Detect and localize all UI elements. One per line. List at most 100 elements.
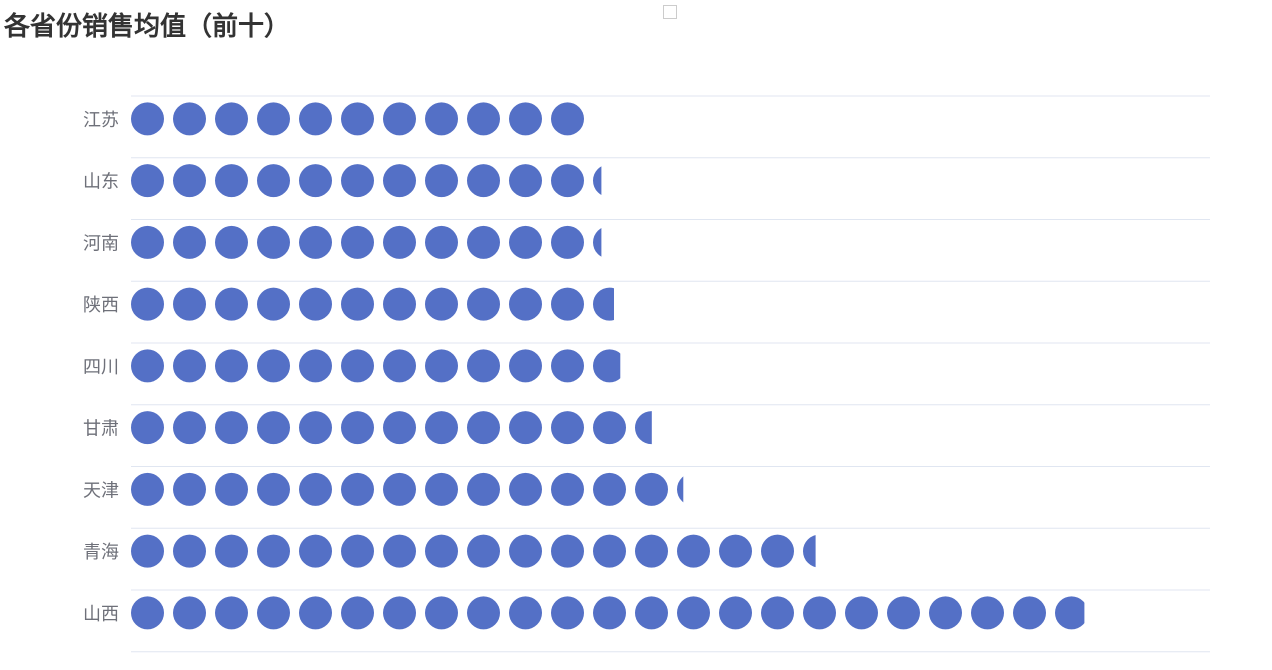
y-axis-label: 河南 [83,233,119,254]
bar-symbol [299,225,332,259]
bar-symbol [593,411,626,445]
bar-symbol [425,472,458,506]
bar-青海[interactable] [131,534,836,568]
bar-symbol [425,349,458,383]
bar-symbol [467,472,500,506]
bar-symbol [467,534,500,568]
bar-symbol [215,164,248,198]
bar-symbol [173,472,206,506]
bar-天津[interactable] [131,472,710,506]
bar-symbol [215,411,248,445]
bar-symbol [803,535,816,568]
bar-symbol [383,472,416,506]
bar-symbol [341,225,374,259]
bar-symbol [845,596,878,630]
bar-symbol [803,596,836,630]
bar-symbol [131,411,164,445]
bar-symbol [383,164,416,198]
bar-symbol [551,534,584,568]
bar-symbol [509,411,542,445]
bar-symbol [341,596,374,630]
bar-symbol [425,287,458,321]
bar-symbol [215,472,248,506]
bar-symbol [257,349,290,383]
bar-symbol [257,225,290,259]
bar-symbol [467,287,500,321]
y-axis-label: 四川 [83,357,119,378]
legend-icon[interactable] [663,5,677,19]
bar-symbol [509,534,542,568]
bar-symbol [383,102,416,136]
bar-symbol [635,411,652,445]
bar-山东[interactable] [131,164,626,198]
bar-山西[interactable] [131,596,1088,630]
bar-symbol [383,287,416,321]
bar-symbol [131,349,164,383]
bar-symbol [551,596,584,630]
bar-symbol [383,596,416,630]
bar-symbol [467,102,500,136]
bar-symbol [131,287,164,321]
bar-symbol [509,225,542,259]
bar-symbol [299,411,332,445]
bar-symbol [299,349,332,383]
bar-symbol [173,225,206,259]
bar-四川[interactable] [131,349,626,383]
bar-symbol [593,349,621,383]
bar-symbol [551,411,584,445]
bar-symbol [677,476,684,503]
bar-symbol [173,349,206,383]
bar-symbol [341,472,374,506]
y-axis-label: 山东 [83,172,119,193]
bar-symbol [509,102,542,136]
bar-symbol [215,349,248,383]
bar-symbol [425,102,458,136]
bar-河南[interactable] [131,225,626,259]
bar-symbol [971,596,1004,630]
bar-甘肃[interactable] [131,411,668,445]
bar-symbol [341,102,374,136]
bar-symbol [677,596,710,630]
bar-symbol [173,596,206,630]
bar-symbol [1055,596,1085,630]
bar-symbol [131,164,164,198]
bar-symbol [551,225,584,259]
bar-symbol [467,411,500,445]
bar-symbol [215,102,248,136]
y-axis-label: 陕西 [83,295,119,316]
bar-symbol [635,472,668,506]
bar-symbol [509,164,542,198]
bar-symbol [215,596,248,630]
bar-symbol [341,164,374,198]
bar-symbol [131,102,164,136]
bar-symbol [887,596,920,630]
bar-symbol [341,287,374,321]
bar-symbol [383,349,416,383]
bar-symbol [341,411,374,445]
bar-symbol [719,534,752,568]
bar-symbol [509,472,542,506]
bar-symbol [593,472,626,506]
bar-symbol [635,534,668,568]
page-title: 各省份销售均值（前十） [4,12,291,42]
bar-symbol [425,411,458,445]
bar-symbol [551,164,584,198]
y-axis-label: 青海 [83,542,119,563]
bar-symbol [593,596,626,630]
bar-symbol [173,102,206,136]
bar-symbol [551,472,584,506]
bar-symbol [257,596,290,630]
bar-symbol [257,534,290,568]
bar-symbol [929,596,962,630]
bar-陕西[interactable] [131,287,626,321]
bar-symbol [299,102,332,136]
bar-symbol [551,287,584,321]
bar-symbol [131,596,164,630]
bar-江苏[interactable] [131,102,584,136]
bar-symbol [425,534,458,568]
y-axis-label: 山西 [83,604,119,625]
y-axis-label: 天津 [83,480,119,501]
bar-symbol [509,287,542,321]
bar-symbol [509,349,542,383]
bar-symbol [635,596,668,630]
